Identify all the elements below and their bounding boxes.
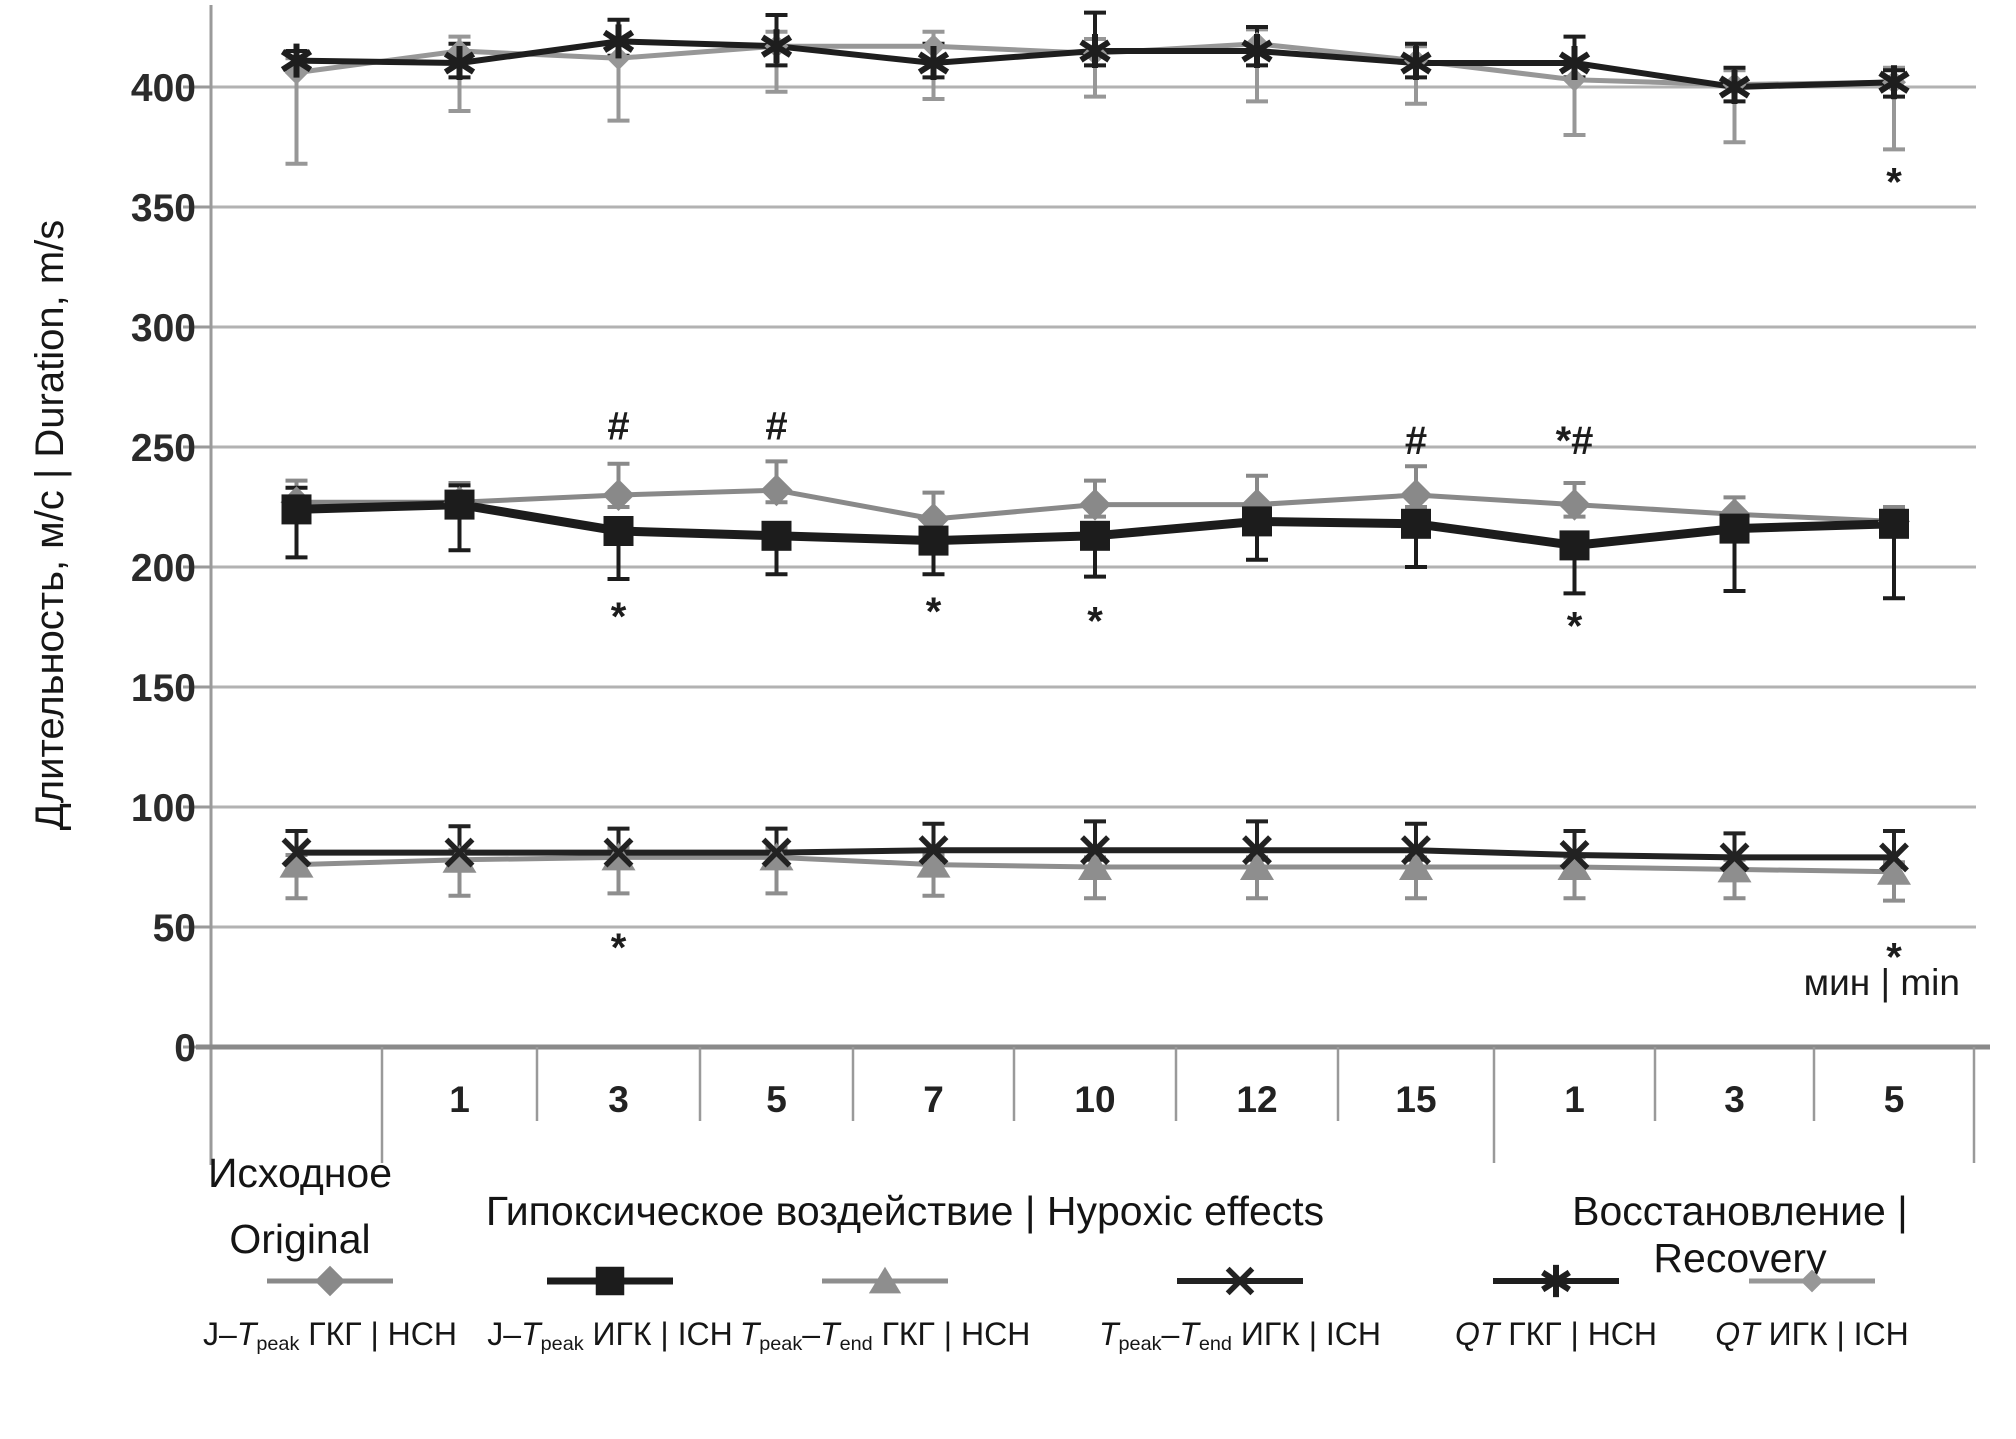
svg-text:*: * xyxy=(611,595,627,639)
svg-text:#: # xyxy=(607,404,629,448)
svg-text:1: 1 xyxy=(1564,1079,1585,1120)
svg-text:0: 0 xyxy=(174,1027,196,1070)
svg-text:200: 200 xyxy=(131,547,196,590)
svg-text:*: * xyxy=(926,590,942,634)
svg-text:#: # xyxy=(1405,419,1427,463)
svg-text:5: 5 xyxy=(1884,1079,1905,1120)
svg-text:*: * xyxy=(1567,604,1583,648)
axes xyxy=(196,5,1990,1165)
svg-text:3: 3 xyxy=(608,1079,629,1120)
svg-text:300: 300 xyxy=(131,307,196,350)
svg-text:50: 50 xyxy=(153,907,196,950)
svg-text:1: 1 xyxy=(449,1079,470,1120)
svg-text:100: 100 xyxy=(131,787,196,830)
svg-text:*#: *# xyxy=(1556,419,1594,463)
svg-text:5: 5 xyxy=(766,1079,787,1120)
svg-text:#: # xyxy=(765,404,787,448)
svg-text:10: 10 xyxy=(1074,1079,1115,1120)
svg-text:*: * xyxy=(1886,936,1902,980)
gridlines: 0 50 100 150 200 250 300 350 400 xyxy=(131,67,1976,1070)
svg-text:250: 250 xyxy=(131,427,196,470)
significance-annotations: # # # *# * * * * * * * xyxy=(607,160,1902,979)
series-markers xyxy=(279,24,1911,885)
svg-text:12: 12 xyxy=(1236,1079,1277,1120)
x-tick-labels: 1 3 5 7 10 12 15 1 3 5 xyxy=(449,1079,1904,1120)
svg-text:3: 3 xyxy=(1724,1079,1745,1120)
svg-text:400: 400 xyxy=(131,67,196,110)
svg-text:*: * xyxy=(1886,160,1902,204)
svg-text:350: 350 xyxy=(131,187,196,230)
svg-text:*: * xyxy=(1087,600,1103,644)
svg-text:7: 7 xyxy=(923,1079,944,1120)
error-bars xyxy=(285,10,1905,903)
series-lines xyxy=(296,38,1895,875)
svg-text:15: 15 xyxy=(1395,1079,1436,1120)
svg-text:150: 150 xyxy=(131,667,196,710)
svg-text:*: * xyxy=(611,926,627,970)
